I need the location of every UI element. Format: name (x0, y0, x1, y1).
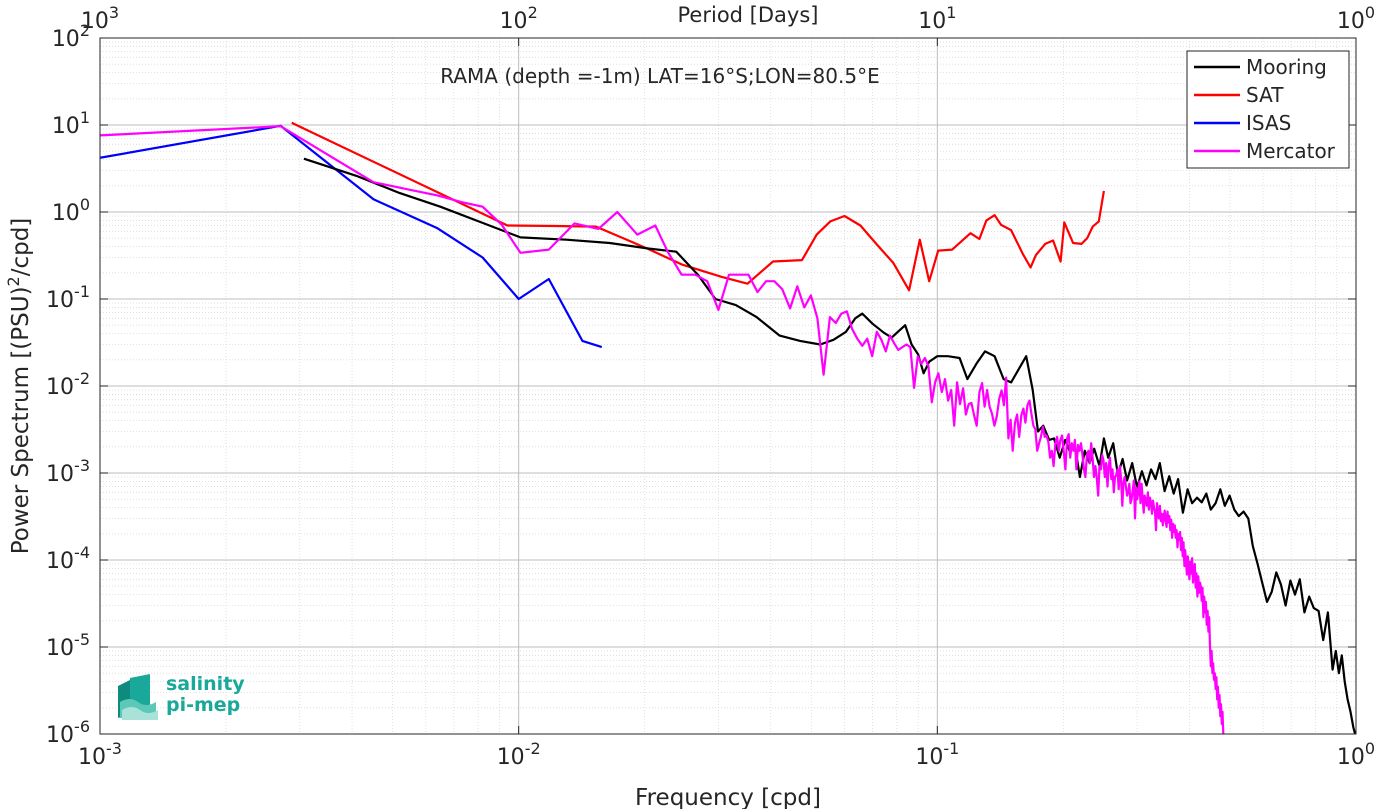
minor-grid (100, 38, 1356, 734)
y-tick-label: 10-1 (46, 282, 90, 313)
x-axis-label: Frequency [cpd] (635, 785, 821, 809)
major-grid (100, 38, 1356, 734)
y-axis-label-sup: 2 (4, 276, 23, 286)
legend-box (1186, 50, 1350, 169)
legend-label-mercator: Mercator (1246, 139, 1336, 163)
x-tick-label: 100 (1337, 739, 1375, 770)
x-tick-label: 10-1 (915, 739, 959, 770)
y-tick-label: 10-2 (46, 369, 90, 400)
series-line-sat (291, 121, 1105, 292)
y-tick-label: 102 (52, 21, 90, 52)
series-line-isas (100, 124, 603, 349)
x2-tick-label: 101 (918, 3, 956, 34)
y-axis-label-main: Power Spectrum [(PSU) (8, 286, 34, 554)
y-tick-label: 101 (52, 108, 90, 139)
x-tick-label: 10-3 (78, 739, 122, 770)
legend-label-sat: SAT (1246, 83, 1284, 107)
logo-mark-icon (118, 674, 158, 720)
y-tick-label: 10-4 (46, 543, 90, 574)
axis-ticks (99, 37, 1357, 735)
salinity-pi-mep-logo: salinity pi-mep (116, 672, 256, 724)
logo-line-pi-mep: pi-mep (166, 694, 241, 716)
y-tick-label: 10-5 (46, 630, 90, 661)
x2-tick-label: 100 (1337, 3, 1375, 34)
chart-title: RAMA (depth =-1m) LAT=16°S;LON=80.5°E (440, 64, 879, 88)
y-tick-label: 10-6 (46, 717, 90, 748)
y-axis-label: Power Spectrum [(PSU)2/cpd] (4, 218, 34, 555)
logo-text: salinity pi-mep (166, 674, 245, 716)
y-tick-label: 100 (52, 195, 90, 226)
logo-line-salinity: salinity (166, 673, 245, 695)
series-line-mercator (100, 125, 1225, 734)
series-layer (100, 121, 1356, 734)
y-axis-label-tail: /cpd] (8, 218, 34, 277)
legend: Mooring SAT ISAS Mercator (1186, 50, 1350, 169)
x2-tick-label: 102 (500, 3, 538, 34)
top-axis-label: Period [Days] (678, 3, 819, 27)
series-line-mooring (303, 157, 1356, 734)
legend-label-isas: ISAS (1246, 111, 1291, 135)
y-tick-label: 10-3 (46, 456, 90, 487)
x2-tick-label: 103 (81, 3, 119, 34)
x-tick-label: 10-2 (497, 739, 541, 770)
legend-label-mooring: Mooring (1246, 55, 1327, 79)
